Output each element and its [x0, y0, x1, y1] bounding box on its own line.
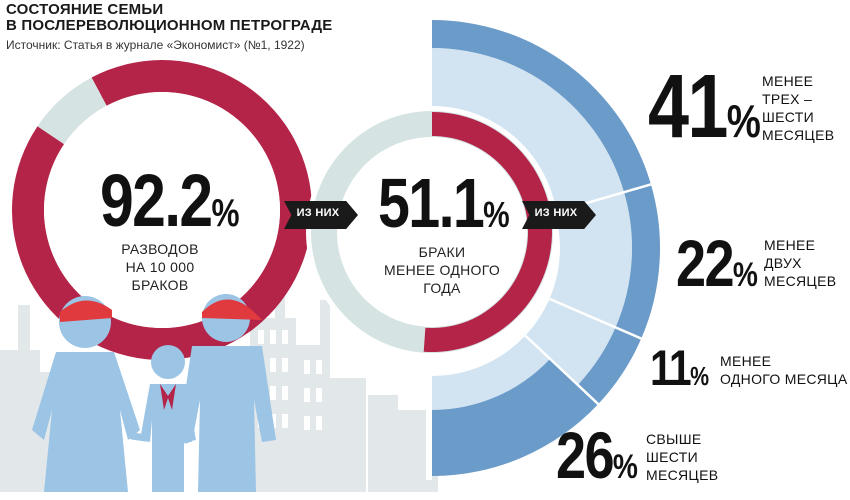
skyline-building: [296, 345, 330, 492]
segment-caption-line: МЕСЯЦЕВ: [762, 127, 835, 143]
marriage-value-number: 51.1: [378, 164, 485, 242]
segment-value-11: 11%: [650, 343, 709, 401]
connector-label: ИЗ НИХ: [534, 207, 578, 219]
skyline-window: [270, 330, 276, 344]
half-ring-separator: [524, 334, 601, 407]
segment-caption-26: СВЫШЕ ШЕСТИ МЕСЯЦЕВ: [646, 430, 718, 484]
segment-caption-11: МЕНЕЕ ОДНОГО МЕСЯЦА: [720, 352, 847, 388]
title-line-1: СОСТОЯНИЕ СЕМЬИ: [6, 1, 164, 18]
marriage-donut-center: [337, 137, 527, 327]
skyline-window: [304, 416, 310, 430]
segment-caption-22: МЕНЕЕ ДВУХ МЕСЯЦЕВ: [764, 236, 836, 290]
half-ring-segment: [432, 358, 599, 476]
skyline-building: [368, 395, 398, 492]
segment-value-pct: %: [726, 95, 761, 147]
holding-hands: [182, 434, 194, 444]
segment-value-number: 11: [650, 340, 692, 396]
skyline-window: [304, 388, 310, 402]
segment-caption-line: МЕНЕЕ: [720, 353, 772, 369]
half-ring-inner-band: [432, 48, 632, 448]
divorce-caption: РАЗВОДОВ НА 10 000 БРАКОВ: [105, 240, 215, 294]
segment-caption-line: СВЫШЕ: [646, 431, 702, 447]
divorce-donut-slice: [37, 77, 107, 145]
marriage-caption: БРАКИ МЕНЕЕ ОДНОГО ГОДА: [372, 243, 512, 297]
child-body: [140, 384, 196, 492]
skyline-building: [330, 378, 366, 492]
segment-value-number: 22: [676, 226, 735, 300]
segment-caption-line: МЕНЕЕ: [762, 73, 814, 89]
half-ring-segment: [432, 20, 651, 193]
divorce-caption-line: РАЗВОДОВ: [121, 241, 199, 257]
man-body: [178, 346, 276, 492]
segment-value-number: 26: [556, 418, 615, 492]
title-line-2: В ПОСЛЕРЕВОЛЮЦИОННОМ ПЕТРОГРАДЕ: [6, 17, 333, 34]
segment-caption-line: ШЕСТИ: [646, 449, 698, 465]
skyline-window: [282, 330, 288, 344]
skyline-window: [282, 386, 288, 400]
segment-caption-line: МЕСЯЦЕВ: [646, 467, 719, 483]
divorce-caption-line: НА 10 000: [125, 259, 195, 275]
man-cap: [202, 299, 262, 320]
skyline-window: [316, 388, 322, 402]
skyline-window: [316, 416, 322, 430]
skyline-window: [258, 330, 264, 344]
half-ring-segment: [577, 327, 642, 405]
divorce-value-pct: %: [211, 192, 240, 235]
arrow-shape: [284, 201, 358, 229]
marriage-caption-line: МЕНЕЕ ОДНОГО: [383, 262, 501, 278]
connector-badge-right: ИЗ НИХ: [522, 201, 596, 229]
divorce-value: 92.2%: [100, 164, 240, 251]
segment-value-41: 41%: [648, 62, 761, 166]
skyline-window: [282, 414, 288, 428]
source-note: Источник: Статья в журнале «Экономист» (…: [6, 38, 305, 52]
segment-value-pct: %: [612, 448, 638, 486]
segment-caption-line: МЕСЯЦЕВ: [764, 273, 837, 289]
child-head: [151, 345, 185, 379]
divorce-value-number: 92.2: [100, 159, 213, 242]
marriage-donut-chart: [306, 106, 558, 358]
woman-kerchief: [60, 300, 112, 322]
segment-value-26: 26%: [556, 422, 638, 500]
marriage-caption-line: БРАКИ: [418, 244, 466, 260]
segment-value-number: 41: [648, 57, 728, 157]
connector-label: ИЗ НИХ: [296, 207, 340, 219]
segment-caption-41: МЕНЕЕ ТРЕХ – ШЕСТИ МЕСЯЦЕВ: [762, 72, 834, 144]
segment-value-22: 22%: [676, 230, 758, 308]
half-ring-segment: [615, 184, 660, 339]
skyline-window: [304, 360, 310, 374]
divorce-donut-chart: [12, 60, 312, 360]
marriage-value: 51.1%: [378, 168, 510, 250]
arrow-shape: [522, 201, 596, 229]
skyline-building: [18, 305, 30, 355]
half-ring-separator: [548, 297, 644, 341]
marriage-donut-slice: [423, 112, 552, 352]
marriage-value-pct: %: [483, 194, 510, 235]
family-figures: [32, 294, 276, 492]
segment-caption-line: ОДНОГО МЕСЯЦА: [720, 371, 848, 387]
skyline-building: [0, 350, 40, 492]
segment-caption-line: ДВУХ: [764, 255, 802, 271]
skyline-window: [270, 386, 276, 400]
segment-caption-line: МЕНЕЕ: [764, 237, 816, 253]
segment-caption-line: ТРЕХ –: [762, 91, 813, 107]
divorce-donut-center: [43, 91, 280, 328]
marriage-caption-line: ГОДА: [423, 280, 461, 296]
page-title: СОСТОЯНИЕ СЕМЬИ В ПОСЛЕРЕВОЛЮЦИОННОМ ПЕТ…: [6, 2, 333, 34]
connector-badge-left: ИЗ НИХ: [284, 201, 358, 229]
segment-value-pct: %: [732, 256, 758, 294]
child-scarf: [160, 384, 176, 410]
skyline-window: [316, 360, 322, 374]
skyline-building: [320, 300, 330, 345]
segment-caption-line: ШЕСТИ: [762, 109, 814, 125]
skyline-window: [282, 358, 288, 372]
holding-hands: [128, 432, 150, 442]
segment-value-pct: %: [690, 361, 710, 391]
woman-body: [32, 352, 140, 492]
skyline-window: [270, 358, 276, 372]
divorce-caption-line: БРАКОВ: [131, 277, 189, 293]
